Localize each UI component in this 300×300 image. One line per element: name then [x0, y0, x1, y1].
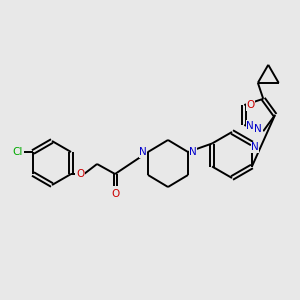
Text: O: O: [76, 169, 84, 179]
Text: N: N: [254, 124, 262, 134]
Text: O: O: [111, 189, 119, 199]
Text: O: O: [246, 100, 254, 110]
Text: Cl: Cl: [13, 147, 23, 157]
Text: N: N: [251, 142, 259, 152]
Text: N: N: [139, 147, 147, 157]
Text: N: N: [246, 121, 254, 131]
Text: N: N: [189, 147, 197, 157]
